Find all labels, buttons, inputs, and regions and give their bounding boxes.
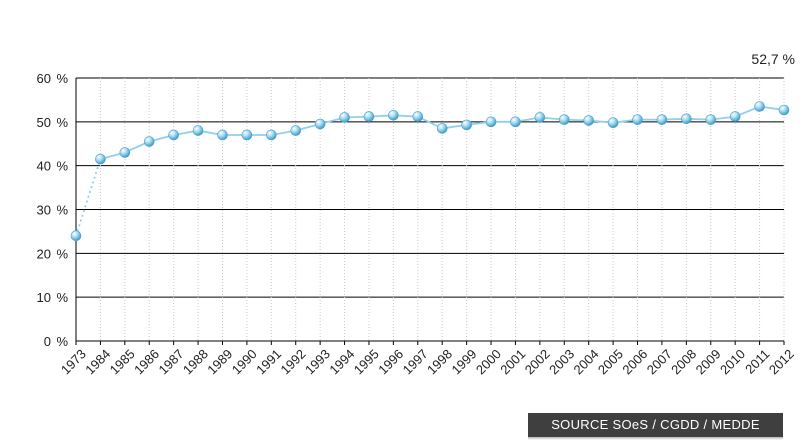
x-tick-label: 1987 [156, 346, 187, 377]
x-tick-label: 1986 [131, 346, 162, 377]
x-axis-tick-labels: 1973198419851986198719881989199019911992… [58, 346, 797, 377]
y-tick-label: 0 [44, 334, 51, 349]
x-tick-label: 1996 [375, 346, 406, 377]
data-point-1991 [266, 129, 277, 141]
x-tick-label: 2003 [546, 346, 577, 377]
x-tick-label: 2006 [619, 346, 650, 377]
source-badge-shadow [528, 436, 783, 440]
x-tick-label: 2002 [522, 346, 553, 377]
y-tick-percent: % [56, 290, 68, 305]
data-point-2004 [583, 115, 594, 126]
y-tick-label: 30 [37, 203, 51, 218]
x-tick-label: 1993 [302, 346, 333, 377]
y-tick-percent: % [56, 203, 68, 218]
horizontal-gridlines [75, 77, 784, 342]
data-point-1992 [290, 125, 302, 136]
data-point-2009 [705, 114, 717, 125]
data-point-1999 [461, 119, 472, 131]
x-tick-label: 1992 [278, 346, 309, 377]
x-tick-label: 2012 [766, 346, 797, 377]
data-point-1990 [241, 129, 253, 141]
x-tick-label: 1985 [107, 346, 138, 377]
data-point-2005 [607, 117, 619, 129]
data-point-2008 [681, 113, 692, 125]
x-tick-label: 2009 [693, 346, 724, 377]
x-tick-label: 1995 [351, 346, 382, 377]
data-point-2006 [632, 114, 643, 125]
x-tick-label: 1997 [400, 346, 431, 377]
data-point-1995 [363, 111, 375, 122]
data-point-2003 [558, 114, 570, 125]
x-tick-label: 1973 [58, 346, 89, 377]
vertical-gridlines [75, 78, 785, 345]
series-points [70, 101, 790, 242]
data-point-2001 [510, 116, 521, 128]
x-tick-label: 2011 [742, 346, 772, 376]
data-point-2011 [754, 101, 765, 112]
data-point-2012 [778, 104, 790, 116]
x-tick-label: 2008 [668, 346, 699, 377]
y-tick-label: 20 [37, 246, 51, 261]
x-tick-label: 1994 [326, 346, 357, 377]
x-tick-label: 2010 [717, 346, 748, 377]
data-point-1994 [339, 112, 350, 123]
x-tick-label: 2004 [571, 346, 602, 377]
x-tick-label: 1988 [180, 346, 211, 377]
data-point-1973 [70, 230, 82, 242]
data-point-1984 [95, 153, 106, 165]
x-tick-label: 1984 [82, 346, 113, 377]
x-tick-label: 1989 [204, 346, 235, 377]
y-tick-percent: % [56, 334, 68, 349]
y-tick-label: 60 [37, 71, 51, 86]
data-point-1985 [119, 147, 131, 158]
data-point-1996 [388, 109, 399, 121]
y-tick-percent: % [56, 115, 68, 130]
data-point-1993 [314, 118, 326, 130]
data-point-1998 [436, 123, 448, 134]
data-point-2010 [729, 111, 741, 122]
data-point-2000 [485, 116, 497, 128]
y-axis-tick-labels: 0 % 10 % 20 % 30 % 40 % 50 % 60% [37, 71, 69, 349]
x-tick-label: 2000 [473, 346, 504, 377]
x-tick-label: 1990 [229, 346, 260, 377]
y-tick-percent: % [56, 159, 68, 174]
x-tick-label: 2005 [595, 346, 626, 377]
data-point-1988 [192, 125, 204, 136]
data-point-1989 [217, 129, 228, 141]
source-badge: SOURCE SOeS / CGDD / MEDDE [528, 413, 783, 437]
series-line [75, 105, 785, 237]
x-tick-label: 1991 [253, 346, 284, 377]
x-tick-label: 2007 [644, 346, 675, 377]
data-point-1986 [143, 136, 155, 147]
last-value-annotation: 52,7 % [751, 51, 795, 67]
data-point-1997 [412, 111, 424, 122]
data-point-1987 [168, 129, 179, 141]
data-point-2002 [534, 112, 546, 123]
y-tick-label: 40 [37, 159, 51, 174]
x-tick-label: 1999 [448, 346, 479, 377]
y-tick-label: 10 [37, 290, 51, 305]
x-tick-label: 1998 [424, 346, 455, 377]
x-tick-label: 2001 [497, 346, 528, 377]
data-point-2007 [656, 114, 668, 125]
y-tick-percent: % [56, 71, 68, 86]
y-tick-percent: % [56, 246, 68, 261]
dotted-segment [75, 158, 102, 237]
y-tick-label: 50 [37, 115, 51, 130]
